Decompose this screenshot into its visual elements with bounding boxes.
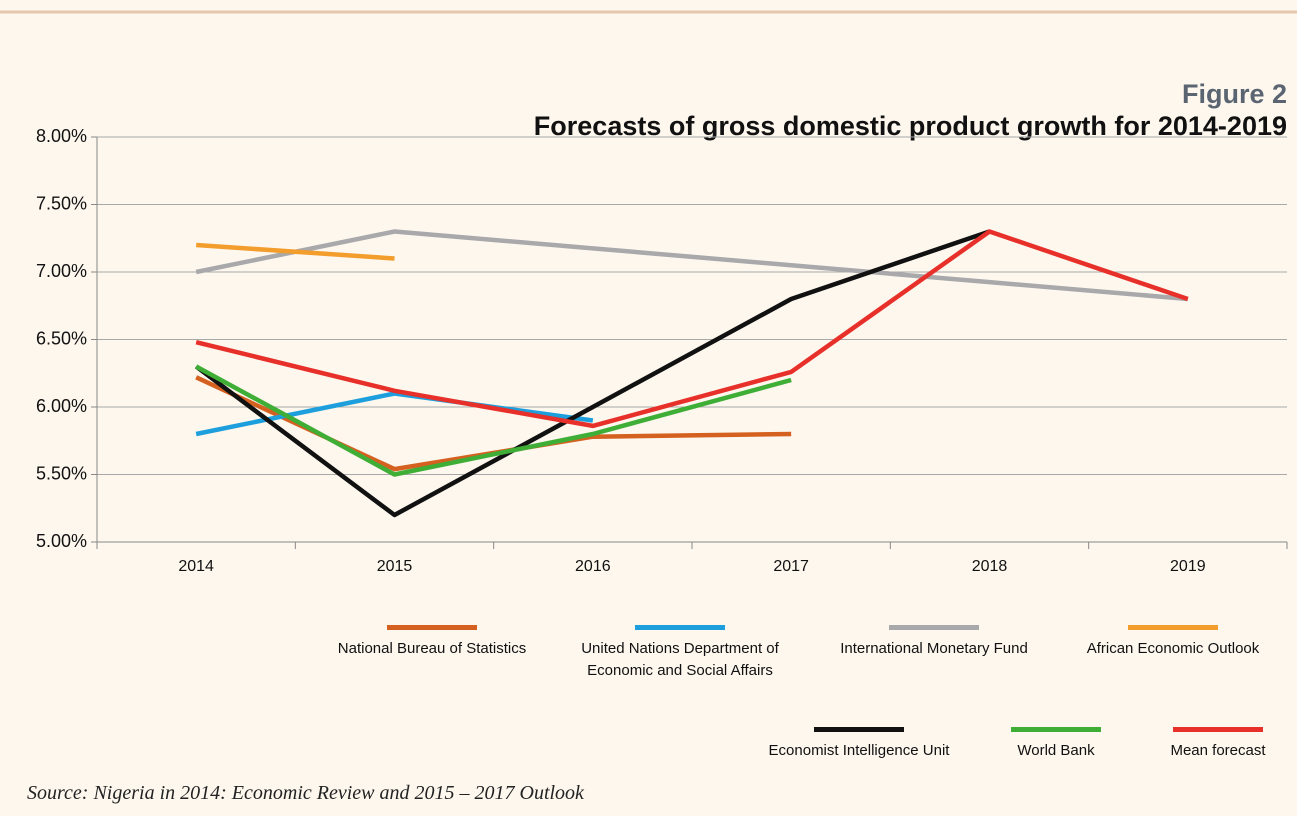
chart-title: Forecasts of gross domestic product grow… (534, 111, 1287, 141)
legend-swatch (889, 625, 979, 630)
y-tick-label: 7.50% (36, 193, 87, 213)
legend-item: World Bank (931, 727, 1181, 762)
legend-item: International Monetary Fund (809, 625, 1059, 660)
x-tick-label: 2017 (773, 558, 809, 575)
legend-label: National Bureau of Statistics (337, 640, 527, 657)
source-note: Source: Nigeria in 2014: Economic Review… (27, 782, 584, 804)
y-tick-label: 7.00% (36, 261, 87, 281)
y-tick-label: 6.50% (36, 328, 87, 348)
series-line (196, 242, 395, 261)
y-tick-label: 6.00% (36, 396, 87, 416)
x-tick-label: 2016 (575, 558, 611, 575)
legend-swatch (1128, 625, 1218, 630)
legend-swatch (1173, 727, 1263, 732)
y-tick-label: 5.50% (36, 463, 87, 483)
series-line (195, 391, 594, 437)
legend-swatch (1011, 727, 1101, 732)
legend-swatch (387, 625, 477, 630)
x-tick-label: 2015 (377, 558, 413, 575)
series-line (195, 229, 1189, 429)
series-line (194, 229, 991, 518)
legend-label: United Nations Department of Economic an… (581, 640, 779, 679)
legend-item: United Nations Department of Economic an… (565, 625, 795, 682)
legend-label: Economist Intelligence Unit (768, 742, 950, 759)
y-tick-label: 5.00% (36, 531, 87, 551)
legend-item: African Economic Outlook (1048, 625, 1297, 660)
x-tick-label: 2018 (972, 558, 1008, 575)
legend-swatch (814, 727, 904, 732)
legend-label: World Bank (1017, 742, 1095, 759)
legend-item: Economist Intelligence Unit (734, 727, 984, 762)
series-line (195, 364, 792, 477)
legend-label: International Monetary Fund (840, 640, 1028, 657)
series-line (195, 229, 1189, 302)
figure-label: Figure 2 (1182, 79, 1287, 109)
legend-label: African Economic Outlook (1086, 640, 1260, 657)
x-tick-label: 2014 (178, 558, 214, 575)
legend-swatch (635, 625, 725, 630)
legend-label: Mean forecast (1170, 742, 1266, 759)
legend-item: National Bureau of Statistics (307, 625, 557, 660)
y-tick-label: 8.00% (36, 126, 87, 146)
legend-item: Mean forecast (1093, 727, 1297, 762)
x-tick-label: 2019 (1170, 558, 1206, 575)
